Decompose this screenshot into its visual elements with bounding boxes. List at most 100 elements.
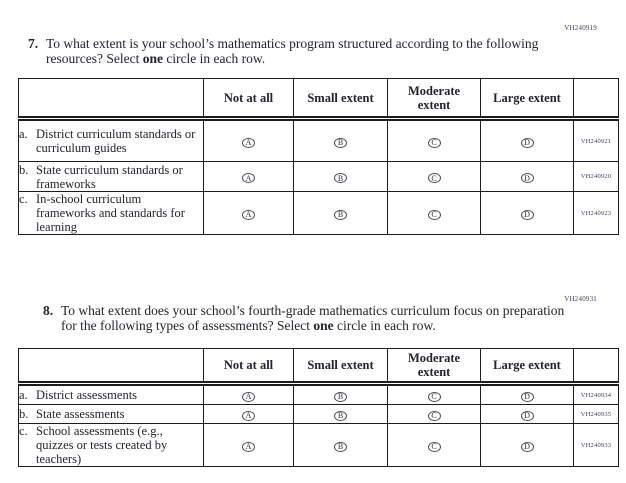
option-cell-large-extent: D — [480, 191, 574, 235]
question-7-prompt-start: To what extent is your school’s mathemat… — [46, 36, 539, 66]
row-accession-code: VH240935 — [573, 404, 619, 424]
option-cell-large-extent: D — [480, 161, 574, 192]
question-8-prompt-start: To what extent does your school’s fourth… — [61, 303, 565, 333]
row-letter: b. — [19, 162, 29, 177]
answer-bubble-b[interactable]: B — [334, 173, 347, 183]
option-cell-not-at-all: A — [203, 118, 294, 162]
option-cell-moderate-extent: C — [387, 118, 481, 162]
row-label: School assessments (e.g., quizzes or tes… — [36, 424, 168, 466]
row-accession-code: VH240934 — [573, 383, 619, 405]
column-header-not-at-all: Not at all — [203, 348, 294, 386]
row-letter: a. — [19, 127, 28, 141]
option-cell-small-extent: B — [293, 383, 388, 405]
code-column-header — [573, 78, 619, 121]
row-label-cell: a. District assessments — [18, 383, 204, 405]
option-cell-not-at-all: A — [203, 191, 294, 235]
answer-bubble-d[interactable]: D — [520, 137, 534, 148]
answer-bubble-d[interactable]: D — [520, 441, 534, 452]
row-label: State assessments — [36, 407, 125, 421]
answer-bubble-d[interactable]: D — [520, 209, 534, 220]
option-cell-large-extent: D — [480, 383, 574, 405]
row-label: District assessments — [36, 388, 138, 402]
answer-bubble-a[interactable]: A — [242, 410, 255, 421]
option-cell-small-extent: B — [293, 161, 388, 192]
answer-bubble-c[interactable]: C — [427, 410, 441, 421]
row-accession-code: VH240923 — [573, 191, 619, 235]
question-8-prompt-bold: one — [313, 318, 334, 333]
answer-bubble-c[interactable]: C — [427, 391, 441, 402]
option-cell-large-extent: D — [480, 118, 574, 162]
answer-bubble-d[interactable]: D — [520, 410, 534, 421]
question-7-accession-code: VH240919 — [564, 24, 597, 32]
column-header-not-at-all: Not at all — [203, 78, 294, 121]
answer-bubble-a[interactable]: A — [242, 209, 255, 220]
answer-bubble-a[interactable]: A — [242, 137, 255, 148]
question-8-response-table: Not at all Small extent Moderate extent … — [18, 348, 619, 467]
table-row: c. In-school curriculum frameworks and s… — [18, 191, 619, 235]
answer-bubble-a[interactable]: A — [242, 173, 255, 183]
question-8-number: 8. — [43, 303, 54, 318]
row-label-cell: c. School assessments (e.g., quizzes or … — [18, 423, 204, 467]
question-8: 8. To what extent does your school’s fou… — [43, 303, 566, 333]
answer-bubble-c[interactable]: C — [427, 137, 441, 148]
option-cell-small-extent: B — [293, 118, 388, 162]
answer-bubble-c[interactable]: C — [427, 441, 441, 452]
row-label-cell: a. District curriculum standards or curr… — [18, 118, 204, 162]
option-cell-large-extent: D — [480, 404, 574, 424]
column-header-large-extent: Large extent — [480, 78, 574, 121]
answer-bubble-a[interactable]: A — [242, 441, 255, 452]
answer-bubble-b[interactable]: B — [334, 137, 347, 148]
table-row: a. District assessments A B C D VH240934 — [18, 383, 619, 405]
question-7-prompt: To what extent is your school’s mathemat… — [46, 36, 551, 66]
table-row: b. State curriculum standards or framewo… — [18, 161, 619, 192]
column-header-small-extent: Small extent — [293, 348, 388, 386]
column-header-moderate-extent: Moderate extent — [387, 348, 481, 386]
question-7-prompt-end: circle in each row. — [166, 51, 266, 66]
row-letter: a. — [19, 388, 28, 402]
row-accession-code: VH240933 — [573, 423, 619, 467]
answer-bubble-d[interactable]: D — [520, 173, 534, 183]
column-header-moderate-extent: Moderate extent — [387, 78, 481, 121]
row-label: State curriculum standards or frameworks — [36, 162, 183, 191]
option-cell-large-extent: D — [480, 423, 574, 467]
answer-bubble-b[interactable]: B — [334, 209, 347, 220]
answer-bubble-b[interactable]: B — [334, 391, 347, 402]
answer-bubble-b[interactable]: B — [334, 441, 347, 452]
row-accession-code: VH240920 — [573, 161, 619, 192]
option-cell-not-at-all: A — [203, 404, 294, 424]
answer-bubble-c[interactable]: C — [427, 173, 441, 183]
question-7-number: 7. — [28, 36, 39, 51]
question-8-accession-code: VH240931 — [564, 295, 597, 303]
row-label-cell: b. State curriculum standards or framewo… — [18, 161, 204, 192]
row-accession-code: VH240921 — [573, 118, 619, 162]
row-label-cell: b. State assessments — [18, 404, 204, 424]
column-header-small-extent: Small extent — [293, 78, 388, 121]
option-cell-small-extent: B — [293, 191, 388, 235]
question-7-prompt-bold: one — [142, 51, 163, 66]
option-cell-moderate-extent: C — [387, 161, 481, 192]
row-label: District curriculum standards or curricu… — [36, 127, 196, 155]
answer-bubble-c[interactable]: C — [427, 209, 441, 220]
option-cell-small-extent: B — [293, 404, 388, 424]
option-cell-moderate-extent: C — [387, 191, 481, 235]
answer-bubble-a[interactable]: A — [242, 391, 255, 402]
answer-bubble-d[interactable]: D — [520, 391, 534, 402]
option-cell-not-at-all: A — [203, 423, 294, 467]
option-cell-moderate-extent: C — [387, 423, 481, 467]
question-7: 7. To what extent is your school’s mathe… — [28, 36, 551, 66]
row-letter: c. — [19, 192, 28, 206]
column-header-large-extent: Large extent — [480, 348, 574, 386]
header-row: Not at all Small extent Moderate extent … — [18, 348, 619, 386]
question-8-prompt-end: circle in each row. — [336, 318, 436, 333]
option-cell-not-at-all: A — [203, 383, 294, 405]
row-letter: c. — [19, 424, 28, 438]
option-cell-moderate-extent: C — [387, 404, 481, 424]
table-row: c. School assessments (e.g., quizzes or … — [18, 423, 619, 467]
answer-bubble-b[interactable]: B — [334, 410, 347, 421]
row-label-cell: c. In-school curriculum frameworks and s… — [18, 191, 204, 235]
header-row: Not at all Small extent Moderate extent … — [18, 78, 619, 121]
option-cell-moderate-extent: C — [387, 383, 481, 405]
row-label: In-school curriculum frameworks and stan… — [36, 192, 185, 234]
table-row: b. State assessments A B C D VH240935 — [18, 404, 619, 424]
row-label-header — [18, 348, 204, 386]
